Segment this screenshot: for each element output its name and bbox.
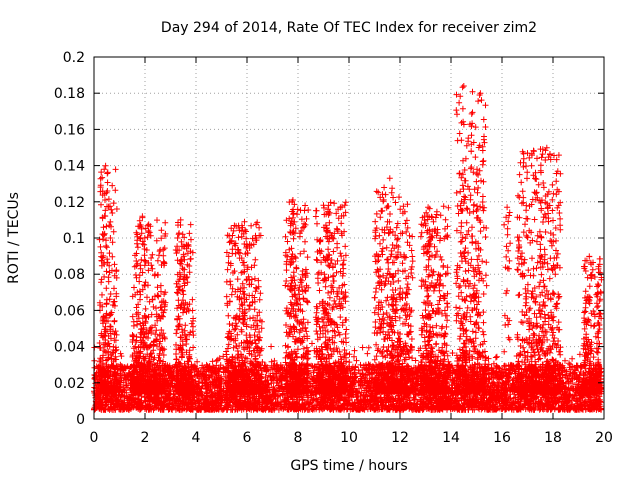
- y-tick-label: 0.1: [63, 231, 85, 247]
- y-tick-label: 0.18: [54, 86, 85, 102]
- x-tick-label: 14: [442, 430, 460, 446]
- chart-title: Day 294 of 2014, Rate Of TEC Index for r…: [161, 20, 537, 36]
- x-tick-label: 4: [192, 430, 201, 446]
- axis-ticks: 0 0.02 0.04 0.06 0.08 0.1 0.12 0.14 0.16 0.18 0.2 0…: [54, 50, 613, 446]
- x-axis-label: GPS time / hours: [290, 458, 407, 474]
- x-tick-label: 12: [391, 430, 409, 446]
- y-tick-label: 0.08: [54, 267, 85, 283]
- x-tick-label: 6: [243, 430, 252, 446]
- x-tick-label: 0: [90, 430, 99, 446]
- y-tick-label: 0.04: [54, 340, 85, 356]
- x-tick-label: 10: [340, 430, 358, 446]
- y-axis-label: ROTI / TECUs: [6, 192, 22, 284]
- y-tick-label: 0.06: [54, 303, 85, 319]
- x-tick-label: 8: [294, 430, 303, 446]
- scatter-points: [91, 83, 605, 413]
- y-tick-label: 0.14: [54, 159, 85, 175]
- y-tick-label: 0.16: [54, 122, 85, 138]
- x-tick-label: 18: [544, 430, 562, 446]
- y-tick-label: 0.02: [54, 376, 85, 392]
- data-points: [91, 83, 605, 413]
- x-tick-label: 16: [493, 430, 511, 446]
- x-tick-label: 20: [595, 430, 613, 446]
- y-tick-label: 0.2: [63, 50, 85, 66]
- y-tick-label: 0.12: [54, 195, 85, 211]
- x-tick-label: 2: [141, 430, 150, 446]
- y-tick-label: 0: [76, 412, 85, 428]
